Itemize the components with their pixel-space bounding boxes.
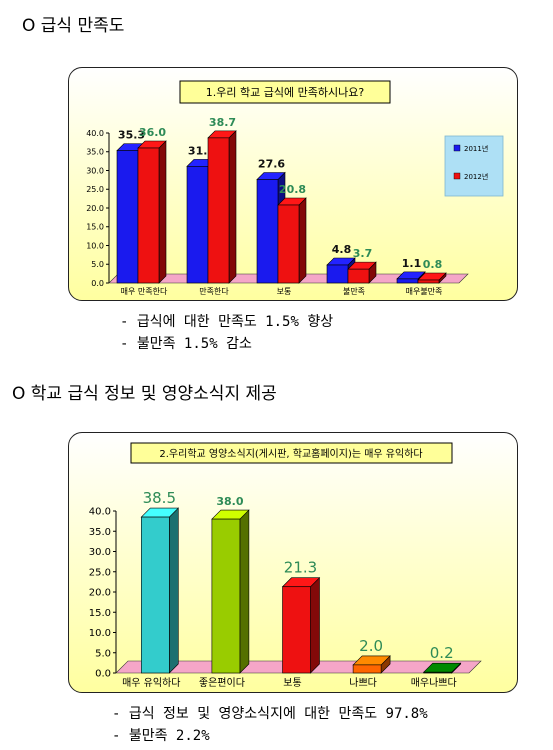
value-label: 20.8: [279, 183, 306, 196]
bar-1-side: [169, 507, 179, 674]
value-label: 1.1: [402, 257, 422, 270]
y-tick-label: 0.0: [95, 669, 111, 680]
value-label: 35.3: [118, 129, 145, 142]
bar-2-1: [137, 147, 160, 284]
x-tick-label: 나쁘다: [349, 677, 377, 689]
value-label: 38.0: [216, 495, 243, 508]
x-tick-label: 매우 만족한다: [121, 287, 168, 296]
value-label: 38.5: [143, 489, 176, 507]
section-1-bullet-1: - 급식에 대한 만족도 1.5% 향상: [120, 314, 334, 330]
bar-2-5: [417, 279, 440, 284]
chart-title: 1.우리 학교 급식에 만족하시나요?: [206, 85, 365, 99]
x-tick-label: 좋은편이다: [199, 677, 245, 689]
y-tick-label: 5.0: [91, 260, 104, 269]
legend-swatch: [453, 172, 461, 180]
bar-3-side: [310, 577, 320, 674]
x-tick-label: 보통: [283, 677, 301, 689]
section-1-bullet-2: - 불만족 1.5% 감소: [120, 336, 252, 352]
y-tick-label: 25.0: [86, 185, 104, 194]
bar-2-2: [207, 137, 230, 284]
bar-2-1-side: [158, 140, 167, 284]
bar-1-3: [256, 179, 279, 284]
y-tick-label: 30.0: [86, 166, 104, 175]
x-tick-label: 매우나쁘다: [411, 677, 457, 689]
bar-2-3: [277, 204, 300, 284]
bar-1-2: [186, 166, 209, 284]
y-tick-label: 35.0: [89, 527, 111, 538]
bar-1: [141, 516, 170, 674]
section-2-bullet-1: - 급식 정보 및 영양소식지에 대한 만족도 97.8%: [112, 706, 428, 722]
chart-2-panel: 2.우리학교 영양소식지(게시판, 학교홈페이지)는 매우 유익하다 0.0 5.0…: [68, 432, 518, 693]
value-label: 21.3: [284, 559, 317, 577]
bar-2: [211, 518, 241, 674]
y-tick-label: 30.0: [89, 547, 111, 558]
legend-label: 2011년: [464, 144, 488, 153]
chart-title-box: [179, 80, 391, 104]
y-tick-label: 40.0: [86, 129, 104, 138]
bar-1-5: [396, 278, 419, 284]
y-tick-label: 25.0: [89, 567, 111, 578]
chart-1-panel: 1.우리 학교 급식에 만족하시나요? 0.0 5.0 10.0 15.0 20.0 25.…: [68, 67, 518, 301]
bar-1-4: [326, 264, 349, 284]
x-tick-label: 매우 유익하다: [122, 676, 180, 689]
bar-2-side: [239, 509, 250, 674]
y-tick-label: 5.0: [95, 648, 111, 659]
bar-4: [352, 664, 382, 674]
y-tick-label: 35.0: [86, 148, 104, 157]
y-tick-label: 15.0: [89, 608, 111, 619]
bar-3: [282, 586, 311, 674]
y-tick-label: 20.0: [86, 204, 104, 213]
legend-label: 2012년: [464, 172, 488, 181]
section-1-heading: O 급식 만족도: [22, 16, 125, 36]
y-tick-label: 0.0: [91, 279, 104, 288]
value-label: 38.7: [209, 116, 236, 129]
bar-1-1: [116, 150, 139, 284]
value-label: 2.0: [359, 637, 383, 655]
chart-title: 2.우리학교 영양소식지(게시판, 학교홈페이지)는 매우 유익하다: [159, 447, 422, 460]
value-label: 36.0: [139, 126, 166, 139]
bar-5: [423, 671, 453, 674]
bar-2-4: [347, 268, 370, 284]
x-tick-label: 불만족: [343, 286, 365, 296]
chart-1: 1.우리 학교 급식에 만족하시나요? 0.0 5.0 10.0 15.0 20.0 25.…: [86, 80, 504, 296]
value-label: 0.8: [423, 258, 443, 271]
x-tick-label: 만족한다: [199, 287, 229, 296]
chart-2: 2.우리학교 영양소식지(게시판, 학교홈페이지)는 매우 유익하다 0.0 5.0…: [89, 442, 482, 689]
section-2-heading: O 학교 급식 정보 및 영양소식지 제공: [12, 384, 277, 404]
y-tick-label: 10.0: [86, 241, 104, 250]
value-label: 4.8: [332, 243, 352, 256]
section-2-bullet-2: - 불만족 2.2%: [112, 728, 210, 744]
value-label: 27.6: [258, 158, 285, 171]
x-tick-label: 매우불만족: [406, 286, 443, 296]
bar-2-2-side: [228, 130, 237, 284]
value-label: 3.7: [353, 247, 373, 260]
y-tick-label: 10.0: [89, 628, 111, 639]
y-tick-label: 40.0: [89, 507, 111, 518]
chart-title-box: [130, 442, 453, 464]
y-tick-label: 15.0: [86, 223, 104, 232]
x-tick-label: 보통: [277, 287, 292, 296]
legend-swatch: [453, 144, 461, 152]
y-tick-label: 20.0: [89, 588, 111, 599]
bar-2-3-side: [298, 197, 307, 284]
value-label: 0.2: [430, 644, 454, 662]
